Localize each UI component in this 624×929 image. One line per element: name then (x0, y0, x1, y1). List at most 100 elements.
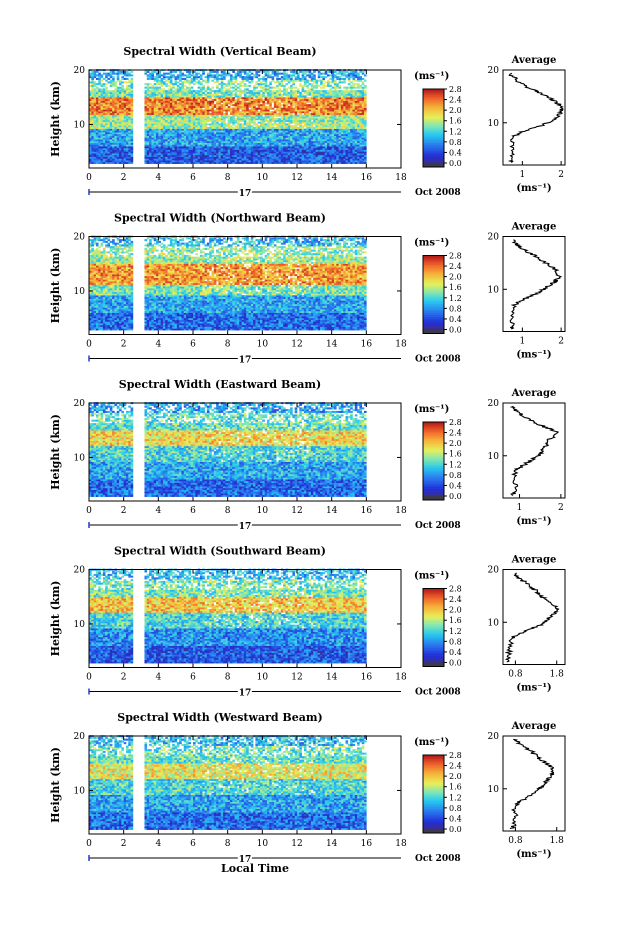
heatmap-cell (299, 108, 302, 110)
heatmap-cell (265, 85, 268, 87)
heatmap-cell (315, 120, 318, 122)
heatmap-cell (260, 116, 263, 118)
heatmap-cell (306, 101, 309, 103)
heatmap-cell (315, 158, 318, 160)
heatmap-cell (329, 106, 332, 108)
heatmap-cell (216, 115, 219, 117)
heatmap-cell (325, 139, 328, 141)
heatmap-cell (149, 130, 152, 132)
heatmap-cell (117, 102, 120, 104)
heatmap-cell (186, 115, 189, 117)
heatmap-cell (297, 148, 300, 150)
heatmap-cell (101, 141, 104, 143)
heatmap-cell (327, 150, 330, 152)
heatmap-cell (221, 129, 224, 131)
heatmap-cell (262, 92, 265, 94)
heatmap-cell (352, 139, 355, 141)
heatmap-cell (151, 90, 154, 92)
heatmap-cell (198, 108, 201, 110)
heatmap-cell (269, 120, 272, 122)
heatmap-cell (107, 104, 110, 106)
heatmap-cell (253, 130, 256, 132)
heatmap-cell (163, 151, 166, 153)
heatmap-cell (355, 95, 358, 97)
heatmap-cell (348, 153, 351, 155)
heatmap-cell (117, 115, 120, 117)
heatmap-cell (302, 118, 305, 120)
heatmap-cell (306, 143, 309, 145)
heatmap-cell (191, 127, 194, 129)
heatmap-cell (223, 134, 226, 136)
heatmap-cell (274, 162, 277, 164)
heatmap-cell (107, 129, 110, 131)
heatmap-cell (177, 127, 180, 129)
heatmap-cell (255, 150, 258, 152)
heatmap-cell (334, 153, 337, 155)
heatmap-cell (114, 150, 117, 152)
heatmap-cell (232, 97, 235, 99)
heatmap-cell (269, 101, 272, 103)
heatmap-cell (211, 155, 214, 157)
heatmap-cell (103, 83, 106, 85)
heatmap-cell (357, 157, 360, 159)
heatmap-cell (237, 150, 240, 152)
heatmap-cell (156, 92, 159, 94)
heatmap-cell (218, 157, 221, 159)
heatmap-cell (124, 143, 127, 145)
heatmap-cell (184, 155, 187, 157)
heatmap-cell (96, 134, 99, 136)
heatmap-cell (131, 116, 134, 118)
heatmap-cell (260, 111, 263, 113)
heatmap-cell (228, 123, 231, 125)
heatmap-cell (339, 158, 342, 160)
heatmap-cell (237, 108, 240, 110)
heatmap-cell (299, 160, 302, 162)
heatmap-cell (205, 123, 208, 125)
heatmap-cell (285, 115, 288, 117)
heatmap-cell (175, 125, 178, 127)
heatmap-cell (306, 146, 309, 148)
heatmap-cell (352, 123, 355, 125)
heatmap-cell (239, 123, 242, 125)
heatmap-cell (332, 158, 335, 160)
heatmap-cell (149, 120, 152, 122)
heatmap-cell (244, 139, 247, 141)
heatmap-cell (336, 141, 339, 143)
heatmap-cell (181, 83, 184, 85)
heatmap-cell (350, 127, 353, 129)
heatmap-cell (239, 88, 242, 90)
heatmap-cell (364, 144, 367, 146)
heatmap-cell (232, 134, 235, 136)
heatmap-cell (295, 130, 298, 132)
heatmap-cell (237, 151, 240, 153)
heatmap-cell (147, 108, 150, 110)
heatmap-cell (121, 130, 124, 132)
heatmap-cell (288, 87, 291, 89)
heatmap-cell (246, 118, 249, 120)
heatmap-cell (110, 102, 113, 104)
heatmap-cell (98, 160, 101, 162)
heatmap-cell (248, 148, 251, 150)
heatmap-cell (248, 101, 251, 103)
heatmap-cell (313, 120, 316, 122)
heatmap-cell (119, 132, 122, 134)
heatmap-cell (161, 127, 164, 129)
heatmap-cell (207, 139, 210, 141)
heatmap-cell (163, 162, 166, 164)
heatmap-cell (121, 81, 124, 83)
heatmap-cell (101, 139, 104, 141)
heatmap-cell (168, 122, 171, 124)
heatmap-cell (299, 83, 302, 85)
heatmap-cell (193, 104, 196, 106)
heatmap-cell (205, 155, 208, 157)
heatmap-cell (339, 109, 342, 111)
heatmap-cell (211, 115, 214, 117)
heatmap-cell (244, 143, 247, 145)
heatmap-cell (355, 150, 358, 152)
heatmap-cell (309, 136, 312, 138)
heatmap-cell (128, 132, 131, 134)
heatmap-cell (248, 102, 251, 104)
heatmap-cell (209, 120, 212, 122)
heatmap-cell (128, 137, 131, 139)
heatmap-cell (355, 136, 358, 138)
